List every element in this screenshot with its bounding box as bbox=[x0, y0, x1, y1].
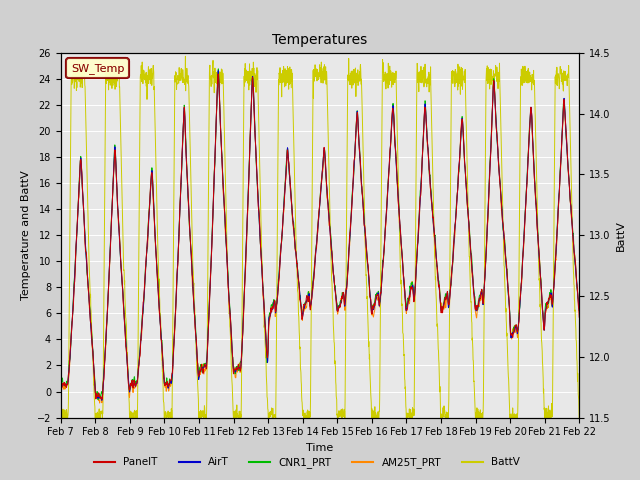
Y-axis label: BattV: BattV bbox=[616, 220, 626, 251]
Title: Temperatures: Temperatures bbox=[273, 34, 367, 48]
X-axis label: Time: Time bbox=[307, 443, 333, 453]
Y-axis label: Temperature and BattV: Temperature and BattV bbox=[21, 170, 31, 300]
Legend: PanelT, AirT, CNR1_PRT, AM25T_PRT, BattV: PanelT, AirT, CNR1_PRT, AM25T_PRT, BattV bbox=[90, 453, 524, 472]
Legend: SW_Temp: SW_Temp bbox=[67, 59, 129, 78]
